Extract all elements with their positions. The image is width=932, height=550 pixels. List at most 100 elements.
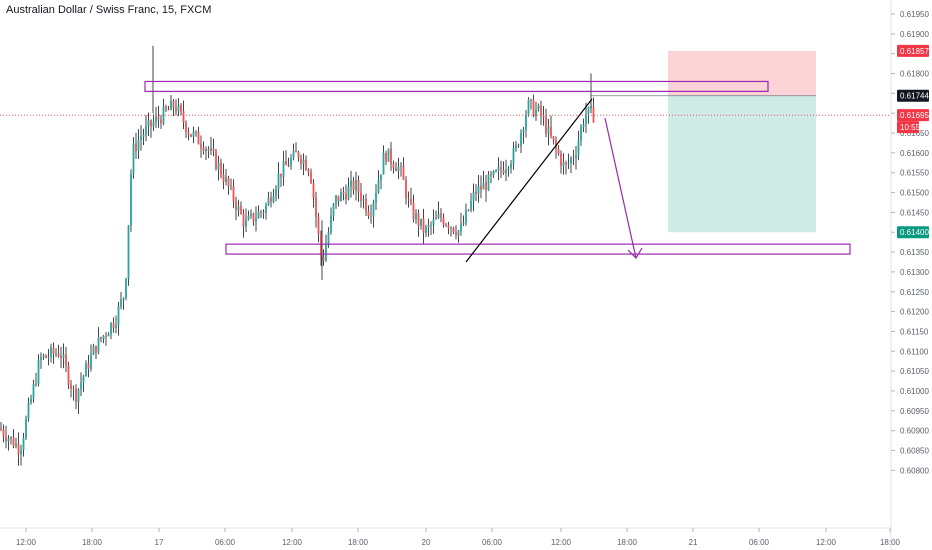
candle	[410, 187, 412, 206]
svg-text:0.61695: 0.61695	[900, 111, 929, 120]
candle	[2, 424, 5, 443]
candle	[317, 212, 320, 243]
candle	[417, 209, 420, 237]
candle	[552, 136, 555, 145]
candle	[535, 101, 537, 121]
countdown-badge: 10:55	[897, 121, 921, 134]
candle	[527, 97, 530, 117]
candle	[427, 218, 430, 237]
candle	[462, 215, 465, 226]
candle	[352, 176, 355, 195]
candle	[267, 191, 270, 207]
trend-line[interactable]	[465, 98, 593, 263]
candle	[362, 194, 365, 209]
x-tick-label: 12:00	[816, 538, 837, 547]
candle	[75, 384, 77, 410]
candle	[277, 162, 280, 200]
candle	[82, 374, 85, 393]
x-tick-label: 18:00	[880, 538, 901, 547]
candle	[95, 345, 97, 359]
candle	[472, 183, 475, 212]
svg-text:0.61744: 0.61744	[900, 92, 929, 101]
candle	[287, 157, 290, 168]
candle	[547, 119, 550, 146]
candle	[40, 352, 42, 369]
y-tick-label: 0.61550	[900, 169, 929, 178]
candle	[490, 170, 492, 184]
candle	[320, 230, 322, 266]
candle	[387, 148, 390, 162]
candle	[165, 104, 167, 112]
candle	[480, 175, 482, 199]
candle	[252, 212, 255, 226]
support-zone[interactable]	[225, 243, 851, 255]
candle	[557, 144, 560, 156]
x-tick-label: 12:00	[551, 538, 572, 547]
candle	[565, 160, 567, 175]
candle	[377, 170, 380, 194]
candle	[137, 129, 140, 160]
candle	[112, 317, 115, 333]
projection-arrow[interactable]	[604, 117, 637, 259]
candle	[200, 135, 202, 158]
candle	[302, 153, 305, 176]
candle	[465, 203, 467, 226]
candle	[435, 210, 437, 220]
candle	[510, 159, 512, 174]
candle	[55, 348, 57, 358]
candle	[60, 346, 62, 369]
x-tick-label: 06:00	[482, 538, 503, 547]
candle	[170, 95, 172, 111]
candle	[32, 379, 35, 403]
candle	[502, 161, 505, 175]
candle	[592, 97, 595, 123]
candle	[115, 315, 117, 334]
candle	[72, 385, 75, 401]
candle	[540, 100, 542, 125]
candle	[177, 98, 180, 117]
candle	[197, 126, 200, 145]
candle	[70, 380, 72, 398]
svg-text:0.61400: 0.61400	[900, 228, 929, 237]
candle	[65, 346, 67, 373]
svg-text:10:55: 10:55	[900, 123, 921, 132]
candle	[575, 146, 577, 170]
y-tick-label: 0.60800	[900, 466, 929, 475]
take-profit-zone[interactable]	[668, 95, 816, 233]
stop-loss-zone[interactable]	[668, 50, 816, 96]
candle	[545, 108, 547, 138]
stop-price-badge: 0.61857	[897, 44, 929, 57]
candle	[162, 98, 165, 126]
y-tick-label: 0.61900	[900, 30, 929, 39]
candle	[232, 179, 235, 209]
candle	[22, 432, 25, 457]
resistance-zone[interactable]	[144, 80, 769, 92]
candle	[7, 435, 10, 451]
y-tick-label: 0.61350	[900, 248, 929, 257]
candle	[240, 201, 242, 215]
candle	[207, 146, 210, 159]
last-price-badge: 0.61695	[897, 109, 929, 122]
chart-title: Australian Dollar / Swiss Franc, 15, FXC…	[6, 4, 212, 16]
candle	[515, 140, 517, 152]
y-tick-label: 0.61250	[900, 288, 929, 297]
candle	[130, 169, 132, 232]
candle	[360, 182, 362, 208]
arrow-head-icon	[627, 247, 643, 259]
y-tick-label: 0.61800	[900, 70, 929, 79]
y-tick-label: 0.61050	[900, 367, 929, 376]
candle	[562, 153, 565, 175]
candle	[555, 136, 557, 159]
candle	[67, 361, 70, 389]
candle	[520, 129, 522, 154]
candle	[422, 208, 425, 245]
candle	[297, 150, 300, 162]
y-tick-label: 0.60850	[900, 446, 929, 455]
y-tick-label: 0.61600	[900, 149, 929, 158]
candle	[345, 184, 347, 205]
candle	[140, 125, 142, 151]
candle	[45, 354, 47, 359]
y-tick-label: 0.61450	[900, 208, 929, 217]
candle	[37, 354, 40, 387]
